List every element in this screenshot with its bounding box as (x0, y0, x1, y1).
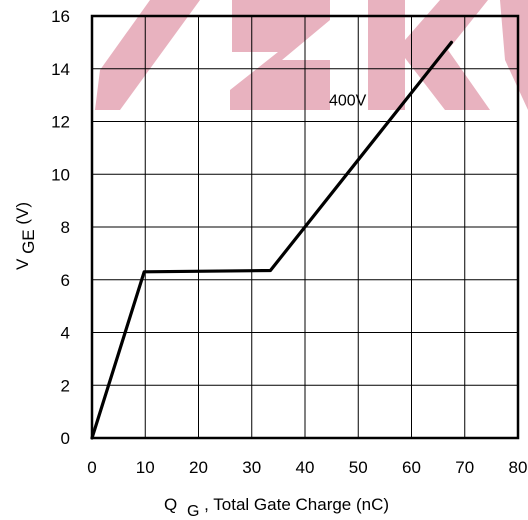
y-tick-label: 2 (61, 376, 70, 395)
plot-frame (90, 14, 520, 440)
series-annotation-label: 400V (329, 93, 367, 110)
x-tick-label: 50 (349, 458, 368, 477)
series-group (90, 40, 454, 440)
watermark-letter-y (500, 0, 528, 110)
series-line (90, 40, 454, 440)
y-axis-title-main: V (13, 258, 32, 270)
x-axis-title-rest: , Total Gate Charge (nC) (204, 495, 389, 514)
y-tick-label: 12 (51, 113, 70, 132)
y-tick-label: 8 (61, 218, 70, 237)
y-tick-label: 0 (61, 429, 70, 448)
x-axis-title: Q G , Total Gate Charge (nC) (164, 495, 389, 520)
x-axis-title-main: Q (164, 495, 177, 514)
y-axis-title: V GE (V) (13, 202, 38, 270)
x-tick-label: 80 (509, 458, 528, 477)
grid-lines (92, 16, 518, 438)
y-tick-label: 10 (51, 165, 70, 184)
y-tick-label: 6 (61, 271, 70, 290)
y-tick-label: 16 (51, 7, 70, 26)
y-tick-label: 4 (61, 324, 70, 343)
x-tick-label: 20 (189, 458, 208, 477)
watermark-stroke (95, 0, 200, 110)
x-tick-label: 30 (242, 458, 261, 477)
y-axis-title-sub: GE (19, 229, 38, 254)
x-tick-label: 0 (87, 458, 96, 477)
annotation-group: 400V (329, 93, 367, 110)
x-tick-label: 40 (296, 458, 315, 477)
x-tick-label: 10 (136, 458, 155, 477)
y-axis-title-rest: (V) (13, 202, 32, 225)
x-tick-label: 70 (455, 458, 474, 477)
y-tick-label: 14 (51, 60, 70, 79)
x-tick-label: 60 (402, 458, 421, 477)
x-tick-labels: 0 10 20 30 40 50 60 70 80 (87, 458, 527, 477)
y-tick-labels: 0 2 4 6 8 10 12 14 16 (51, 7, 70, 448)
x-axis-title-sub: G (187, 503, 199, 520)
watermark-letter-k (368, 0, 490, 110)
